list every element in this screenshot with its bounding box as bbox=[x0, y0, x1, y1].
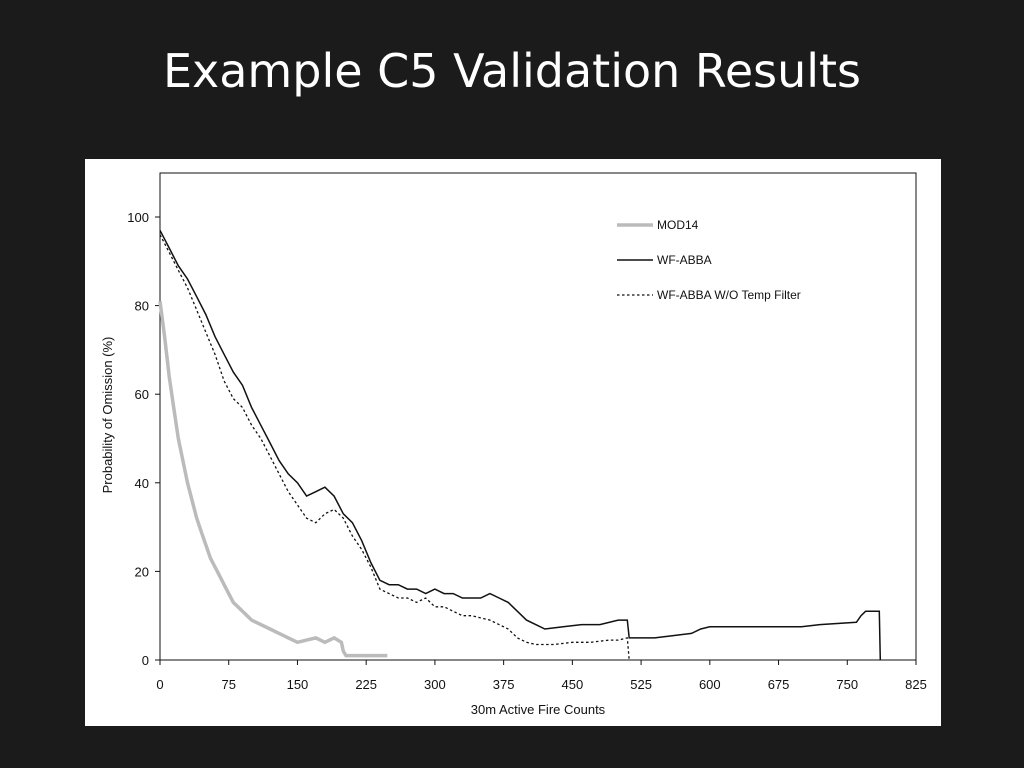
plot-frame bbox=[159, 172, 917, 661]
series-line-1 bbox=[158, 300, 388, 658]
chart-figure: 0 75 150 225 300 375 450 525 600 675 750 825 0 20 40 60… bbox=[85, 159, 941, 726]
slide-title: Example C5 Validation Results bbox=[162, 44, 862, 98]
y-tick-label: 0 bbox=[142, 653, 149, 668]
y-tick-label: 40 bbox=[135, 476, 149, 491]
x-tick-label: 75 bbox=[221, 677, 235, 692]
x-tick-label: 150 bbox=[287, 677, 309, 692]
x-tick-label: 300 bbox=[424, 677, 446, 692]
x-tick-label: 225 bbox=[355, 677, 377, 692]
x-tick-label: 600 bbox=[699, 677, 721, 692]
x-tick-label: 750 bbox=[836, 677, 858, 692]
legend-label-3: WF-ABBA W/O Temp Filter bbox=[657, 288, 801, 302]
series-line-2 bbox=[159, 229, 882, 661]
series-line-3 bbox=[159, 234, 630, 661]
x-tick-label: 0 bbox=[156, 677, 163, 692]
x-tick-label: 525 bbox=[630, 677, 652, 692]
axes-layer: 0 75 150 225 300 375 450 525 600 675 750 825 0 20 40 60… bbox=[127, 210, 927, 692]
legend-label-1: MOD14 bbox=[657, 218, 699, 232]
y-tick-label: 60 bbox=[135, 387, 149, 402]
x-tick-label: 375 bbox=[493, 677, 515, 692]
x-tick-label: 675 bbox=[768, 677, 790, 692]
y-tick-label: 80 bbox=[135, 299, 149, 314]
x-tick-label: 450 bbox=[562, 677, 584, 692]
series-layer bbox=[158, 229, 882, 661]
y-axis-title: Probability of Omission (%) bbox=[100, 337, 115, 494]
x-axis-title: 30m Active Fire Counts bbox=[471, 702, 606, 717]
y-tick-label: 20 bbox=[135, 564, 149, 579]
omission-chart: 0 75 150 225 300 375 450 525 600 675 750 825 0 20 40 60… bbox=[100, 172, 927, 717]
legend-label-2: WF-ABBA bbox=[657, 253, 712, 267]
legend: MOD14 WF-ABBA WF-ABBA W/O Temp Filter bbox=[617, 218, 801, 302]
y-tick-label: 100 bbox=[127, 210, 149, 225]
x-tick-label: 825 bbox=[905, 677, 927, 692]
